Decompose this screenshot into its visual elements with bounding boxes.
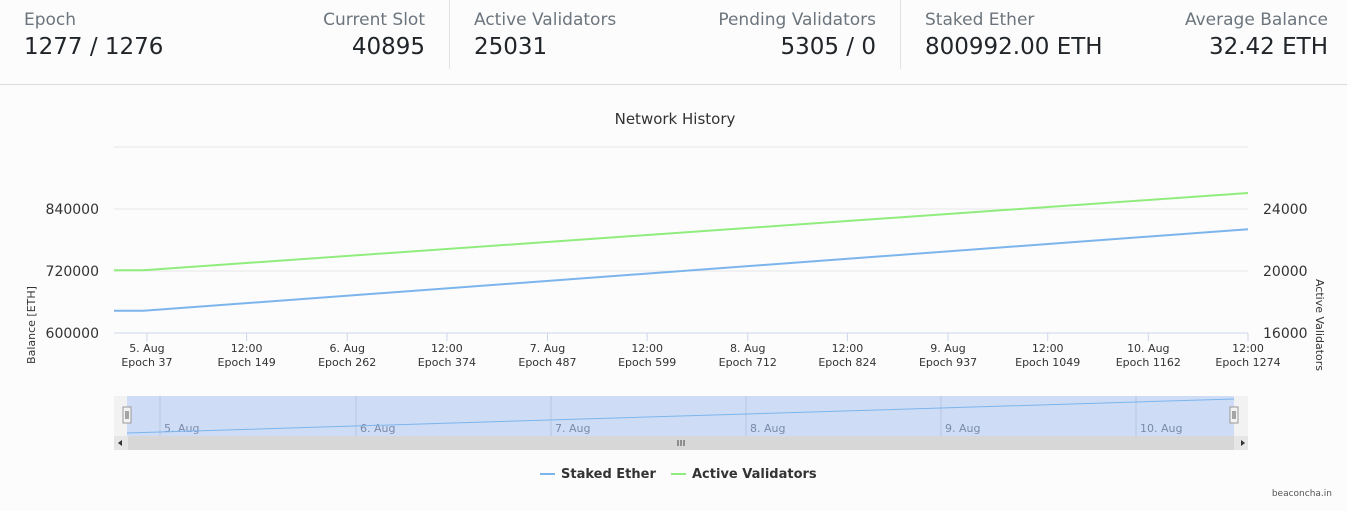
navigator[interactable]: 5. Aug 6. Aug 7. Aug 8. Aug 9. Aug 10. Aug — [114, 396, 1248, 436]
x-tick-label: Epoch 1274 — [1215, 356, 1280, 369]
stat-value: 5305 / 0 — [780, 34, 876, 60]
x-tick-label: Epoch 374 — [418, 356, 476, 369]
series-line-active-validators — [114, 192, 1249, 272]
y-left-tick-label: 840000 — [46, 202, 99, 218]
x-tick-label: Epoch 1049 — [1015, 356, 1080, 369]
stat-value: 40895 — [351, 34, 425, 60]
y-axis-right: 16000 20000 24000 — [1263, 202, 1308, 342]
stat-label: Pending Validators — [718, 10, 876, 30]
series-lines — [114, 192, 1249, 312]
legend: Staked Ether Active Validators — [540, 467, 817, 482]
x-tick-label: 5. Aug — [129, 342, 164, 355]
stat-value: 1277 / 1276 — [24, 34, 164, 60]
legend-item-label: Staked Ether — [561, 467, 656, 482]
x-tick-label: Epoch 1162 — [1116, 356, 1181, 369]
x-tick-label: 9. Aug — [930, 342, 965, 355]
x-tick-label: Epoch 599 — [618, 356, 676, 369]
x-tick-label: 10. Aug — [1127, 342, 1169, 355]
x-tick-label: 12:00 — [631, 342, 663, 355]
x-tick-label: 12:00 — [231, 342, 263, 355]
navigator-handle-right[interactable] — [1229, 406, 1239, 424]
series-line-staked-ether — [114, 228, 1249, 312]
x-tick-label: 12:00 — [832, 342, 864, 355]
navigator-scrollbar[interactable] — [114, 436, 1248, 450]
navigator-label: 8. Aug — [750, 422, 785, 435]
x-tick-label: 12:00 — [1232, 342, 1264, 355]
y-axis-left: 600000 720000 840000 — [46, 202, 99, 342]
stat-value: 32.42 ETH — [1208, 34, 1328, 60]
navigator-label: 5. Aug — [164, 422, 199, 435]
scrollbar-left-arrow-icon[interactable] — [118, 440, 122, 446]
x-tick-label: Epoch 824 — [818, 356, 876, 369]
y-right-tick-label: 16000 — [1263, 326, 1308, 342]
stats-bar: Epoch 1277 / 1276 Current Slot 40895 Act… — [0, 0, 1347, 85]
y-right-tick-label: 20000 — [1263, 264, 1308, 280]
x-tick-label: 6. Aug — [329, 342, 364, 355]
x-tick-label: Epoch 149 — [218, 356, 276, 369]
stat-label: Staked Ether — [925, 10, 1035, 30]
y-axis-right-label: Active Validators — [1313, 279, 1326, 371]
y-axis-left-label: Balance [ETH] — [25, 286, 38, 364]
credit-watermark: beaconcha.in — [1271, 489, 1332, 499]
chart-title: Network History — [615, 110, 736, 128]
network-history-chart: Network History 600000 720000 840000 16000… — [25, 110, 1326, 482]
stat-label: Epoch — [24, 10, 77, 30]
scrollbar-right-arrow-icon[interactable] — [1241, 440, 1245, 446]
stat-value: 25031 — [474, 34, 548, 60]
x-tick-label: Epoch 712 — [719, 356, 777, 369]
navigator-handle-left[interactable] — [122, 406, 132, 424]
x-tick-label: Epoch 262 — [318, 356, 376, 369]
stat-label: Average Balance — [1184, 10, 1328, 30]
stat-label: Current Slot — [323, 10, 425, 30]
x-tick-label: 7. Aug — [530, 342, 565, 355]
navigator-label: 6. Aug — [360, 422, 395, 435]
y-left-tick-label: 600000 — [46, 326, 99, 342]
navigator-label: 9. Aug — [945, 422, 980, 435]
stat-label: Active Validators — [474, 10, 617, 30]
x-tick-label: Epoch 937 — [919, 356, 977, 369]
legend-item-label: Active Validators — [692, 467, 817, 482]
navigator-label: 7. Aug — [555, 422, 590, 435]
x-tick-label: 12:00 — [431, 342, 463, 355]
divider — [449, 0, 450, 69]
x-tick-label: 8. Aug — [730, 342, 765, 355]
navigator-series-line — [126, 398, 1235, 434]
grid — [114, 146, 1248, 334]
navigator-label: 10. Aug — [1140, 422, 1182, 435]
x-tick-label: 12:00 — [1032, 342, 1064, 355]
x-tick-label: Epoch 487 — [518, 356, 576, 369]
x-tick-label: Epoch 37 — [121, 356, 172, 369]
stat-value: 800992.00 ETH — [925, 34, 1103, 60]
y-left-tick-label: 720000 — [46, 264, 99, 280]
y-right-tick-label: 24000 — [1263, 202, 1308, 218]
divider — [900, 0, 901, 69]
